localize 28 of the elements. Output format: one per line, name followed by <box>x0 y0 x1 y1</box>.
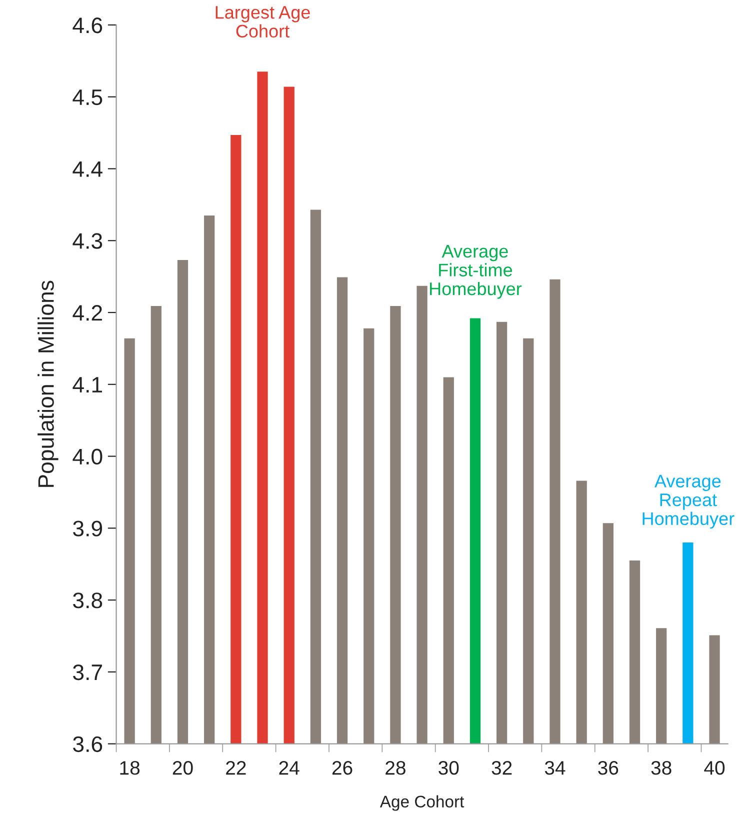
y-tick-label: 3.9 <box>73 520 102 536</box>
y-tick-label: 4.5 <box>72 90 102 106</box>
x-tick-label: 40 <box>704 760 725 775</box>
y-tick-label: 4.4 <box>72 161 102 177</box>
x-axis-title: Age Cohort <box>380 795 464 811</box>
y-axis-title: Population in Millions <box>38 280 58 487</box>
y-tick-label: 4.0 <box>72 448 102 465</box>
x-tick-label: 38 <box>651 760 672 775</box>
x-tick-label: 24 <box>279 760 300 775</box>
x-tick-label: 34 <box>544 760 566 775</box>
x-tick-label: 32 <box>492 760 512 775</box>
x-tick-label: 20 <box>172 760 193 775</box>
x-tick-label: 26 <box>332 760 352 775</box>
annotation: Average Repeat Homebuyer <box>642 474 734 529</box>
y-tick-label: 4.6 <box>72 17 102 34</box>
y-tick-label: 3.6 <box>73 736 102 752</box>
x-tick-label: 30 <box>438 760 459 775</box>
annotation: Average First-time Homebuyer <box>430 245 522 299</box>
y-tick-label: 4.3 <box>72 233 102 249</box>
y-tick-label: 4.2 <box>72 305 102 321</box>
x-tick-label: 28 <box>386 760 406 775</box>
x-tick-label: 22 <box>226 760 246 775</box>
annotation: Largest Age Cohort <box>216 6 310 38</box>
y-tick-label: 4.1 <box>72 377 102 392</box>
y-tick-label: 3.8 <box>73 592 102 608</box>
y-tick-label: 3.7 <box>73 664 102 680</box>
x-tick-label: 36 <box>598 760 618 775</box>
x-tick-label: 18 <box>120 760 140 775</box>
